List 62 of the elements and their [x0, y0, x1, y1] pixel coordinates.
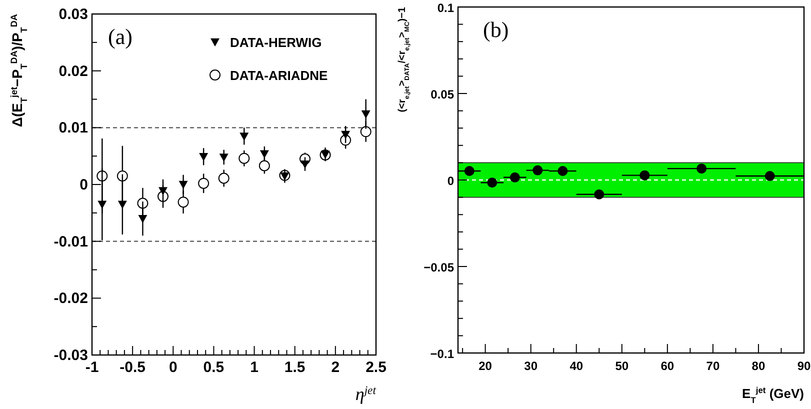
point	[98, 200, 107, 209]
x-tick-label: 90	[797, 359, 811, 373]
y-tick-label: 0	[447, 174, 454, 188]
point	[532, 165, 543, 176]
point	[240, 132, 249, 141]
y-tick-label: 0.05	[430, 88, 454, 102]
x-tick-label: 20	[478, 359, 492, 373]
x-tick-label: 30	[524, 359, 538, 373]
point	[280, 172, 290, 180]
x-tick-label: 40	[570, 359, 584, 373]
x-tick-label: 0	[168, 359, 178, 376]
y-tick-label: -0.02	[54, 290, 88, 308]
point	[764, 171, 775, 182]
legend-label: DATA-ARIADNE	[230, 68, 328, 83]
point	[138, 215, 148, 224]
point	[199, 153, 208, 162]
x-tick-label: 2	[331, 359, 340, 376]
x-axis-title: η$^{jet}$	[355, 384, 377, 404]
point	[178, 196, 189, 208]
point	[158, 187, 168, 196]
point	[558, 166, 568, 176]
point	[464, 166, 474, 176]
point	[361, 110, 370, 119]
y-tick-label: 0.02	[58, 62, 88, 80]
point	[238, 152, 250, 164]
y-tick-label: -0.03	[54, 347, 88, 364]
point	[510, 172, 520, 182]
x-tick-label: 70	[706, 359, 720, 373]
x-tick-label: 60	[660, 359, 674, 373]
x-tick-label: -1	[85, 359, 99, 376]
point	[594, 189, 604, 200]
y-tick-label: 0.03	[58, 6, 88, 23]
point	[116, 170, 128, 182]
x-axis-title: E$_{T}$$^{jet}$ (GeV)	[742, 385, 804, 405]
point	[178, 180, 188, 189]
point	[640, 170, 650, 180]
x-tick-label: 1.5	[284, 359, 306, 376]
x-tick-label: 80	[752, 359, 766, 373]
point	[219, 154, 228, 162]
x-tick-label: 0.5	[203, 359, 224, 376]
y-tick-label: 0.1	[437, 1, 454, 15]
point	[218, 172, 230, 184]
point	[696, 164, 707, 174]
legend-label: DATA-HERWIG	[230, 35, 322, 50]
y-tick-label: −0.05	[424, 260, 454, 274]
y-tick-label: -0.01	[54, 233, 88, 250]
point	[258, 160, 270, 172]
point	[341, 130, 350, 139]
x-tick-label: -0.5	[120, 359, 146, 376]
point	[360, 126, 372, 138]
x-tick-label: 2.5	[366, 359, 386, 376]
y-tick-label: −0.1	[430, 347, 454, 361]
y-tick-label: 0	[80, 176, 88, 194]
annotation: (a)	[108, 24, 132, 49]
x-tick-label: 1	[250, 359, 258, 376]
annotation: (b)	[483, 17, 509, 42]
point	[487, 178, 498, 188]
x-tick-label: 50	[615, 359, 629, 373]
point	[198, 178, 210, 189]
point	[260, 150, 269, 158]
point	[118, 200, 127, 209]
y-tick-label: 0.01	[58, 120, 88, 137]
